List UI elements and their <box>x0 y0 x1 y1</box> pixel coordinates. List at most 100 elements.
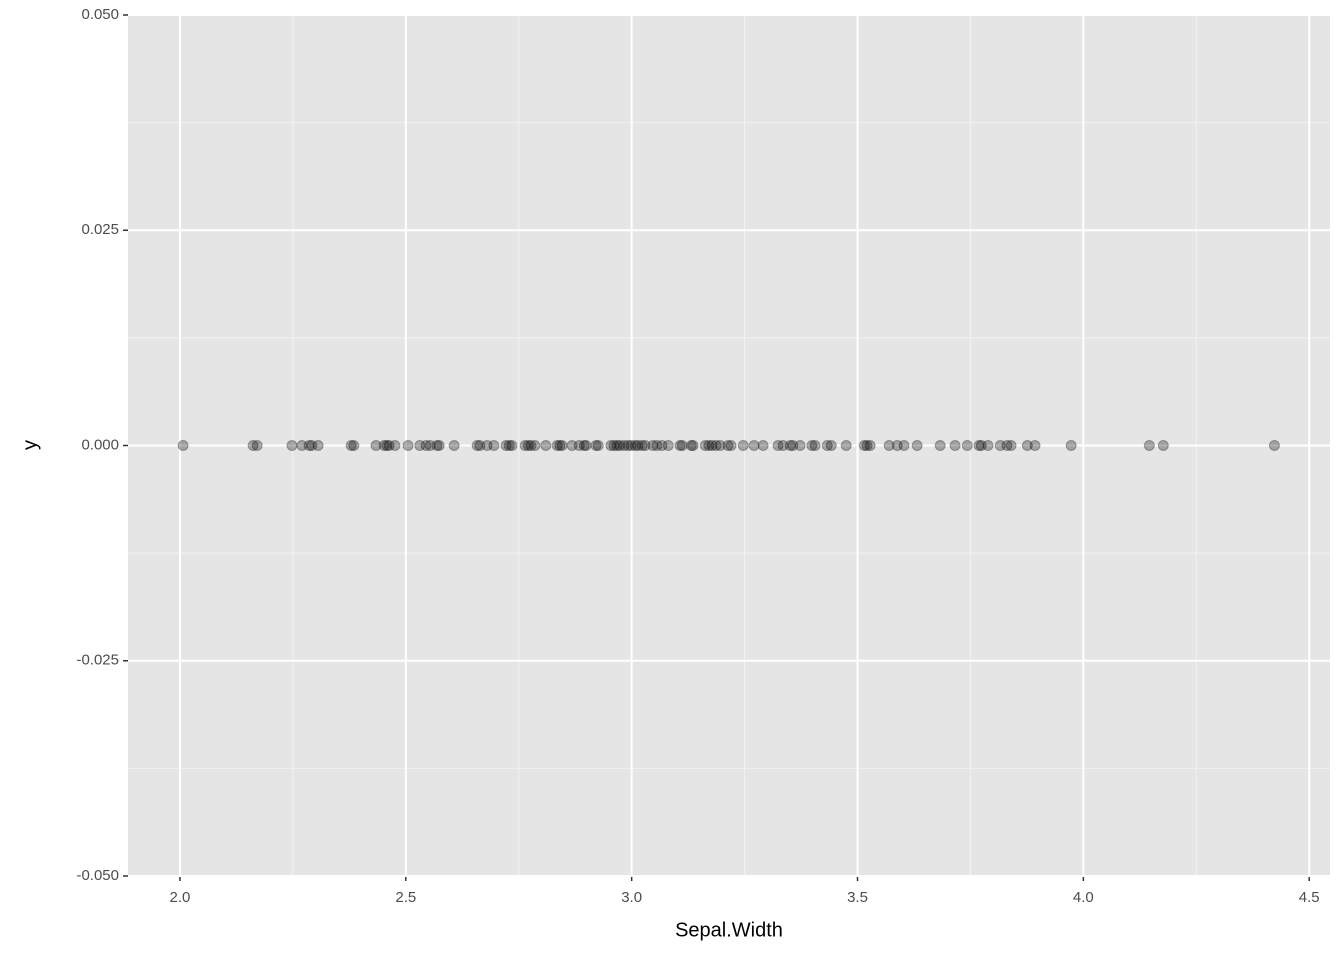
point <box>551 440 563 451</box>
point <box>519 440 531 451</box>
point <box>714 440 726 451</box>
point <box>414 440 426 451</box>
point <box>725 440 737 451</box>
point <box>706 440 718 451</box>
y-tick-label: -0.025 <box>76 652 119 669</box>
point <box>656 440 668 451</box>
point <box>618 440 630 451</box>
point <box>378 440 390 451</box>
point <box>448 440 460 451</box>
point <box>622 440 634 451</box>
x-tick-label: 2.0 <box>170 889 191 906</box>
point <box>806 440 818 451</box>
point <box>787 440 799 451</box>
point <box>784 440 796 451</box>
point <box>1029 440 1041 451</box>
point <box>1005 440 1017 451</box>
point <box>503 440 515 451</box>
point <box>777 440 789 451</box>
point <box>578 440 590 451</box>
point <box>556 440 568 451</box>
point <box>554 440 566 451</box>
point <box>303 440 315 451</box>
point <box>676 440 688 451</box>
point <box>674 440 686 451</box>
point <box>825 440 837 451</box>
point <box>402 440 414 451</box>
point <box>540 440 552 451</box>
point <box>251 440 263 451</box>
point <box>566 440 578 451</box>
point <box>794 440 806 451</box>
point <box>1065 440 1077 451</box>
point <box>858 440 870 451</box>
point <box>177 440 189 451</box>
point <box>651 440 663 451</box>
point <box>481 440 493 451</box>
point <box>348 440 360 451</box>
point <box>1001 440 1013 451</box>
point <box>891 440 903 451</box>
point <box>1021 440 1033 451</box>
point <box>247 440 259 451</box>
point <box>840 440 852 451</box>
point <box>590 440 602 451</box>
point <box>911 440 923 451</box>
point <box>286 440 298 451</box>
point <box>1143 440 1155 451</box>
point <box>710 440 722 451</box>
point <box>506 440 518 451</box>
point <box>573 440 585 451</box>
y-axis-title: y <box>19 440 41 450</box>
point <box>629 440 641 451</box>
x-tick-label: 4.5 <box>1299 889 1320 906</box>
y-tick-label: 0.025 <box>81 221 119 238</box>
point <box>614 440 626 451</box>
point <box>982 440 994 451</box>
point <box>809 440 821 451</box>
point <box>431 440 443 451</box>
point <box>722 440 734 451</box>
point <box>1268 440 1280 451</box>
point <box>975 440 987 451</box>
point <box>420 440 432 451</box>
point <box>934 440 946 451</box>
point <box>898 440 910 451</box>
point <box>525 440 537 451</box>
point <box>296 440 308 451</box>
point <box>703 440 715 451</box>
point <box>757 440 769 451</box>
point <box>662 440 674 451</box>
point <box>306 440 318 451</box>
point <box>821 440 833 451</box>
point <box>471 440 483 451</box>
x-axis-title: Sepal.Width <box>675 919 783 941</box>
point <box>370 440 382 451</box>
point <box>424 440 436 451</box>
point <box>864 440 876 451</box>
point <box>605 440 617 451</box>
point <box>433 440 445 451</box>
point <box>737 440 749 451</box>
point <box>488 440 500 451</box>
point <box>861 440 873 451</box>
point <box>580 440 592 451</box>
point <box>647 440 659 451</box>
point <box>994 440 1006 451</box>
point <box>883 440 895 451</box>
point <box>625 440 637 451</box>
point <box>500 440 512 451</box>
x-tick-label: 2.5 <box>395 889 416 906</box>
point <box>632 440 644 451</box>
x-tick-label: 3.5 <box>847 889 868 906</box>
point <box>383 440 395 451</box>
point <box>685 440 697 451</box>
point <box>592 440 604 451</box>
point <box>611 440 623 451</box>
point <box>389 440 401 451</box>
point <box>522 440 534 451</box>
point <box>772 440 784 451</box>
point <box>345 440 357 451</box>
y-tick-label: 0.000 <box>81 436 119 453</box>
